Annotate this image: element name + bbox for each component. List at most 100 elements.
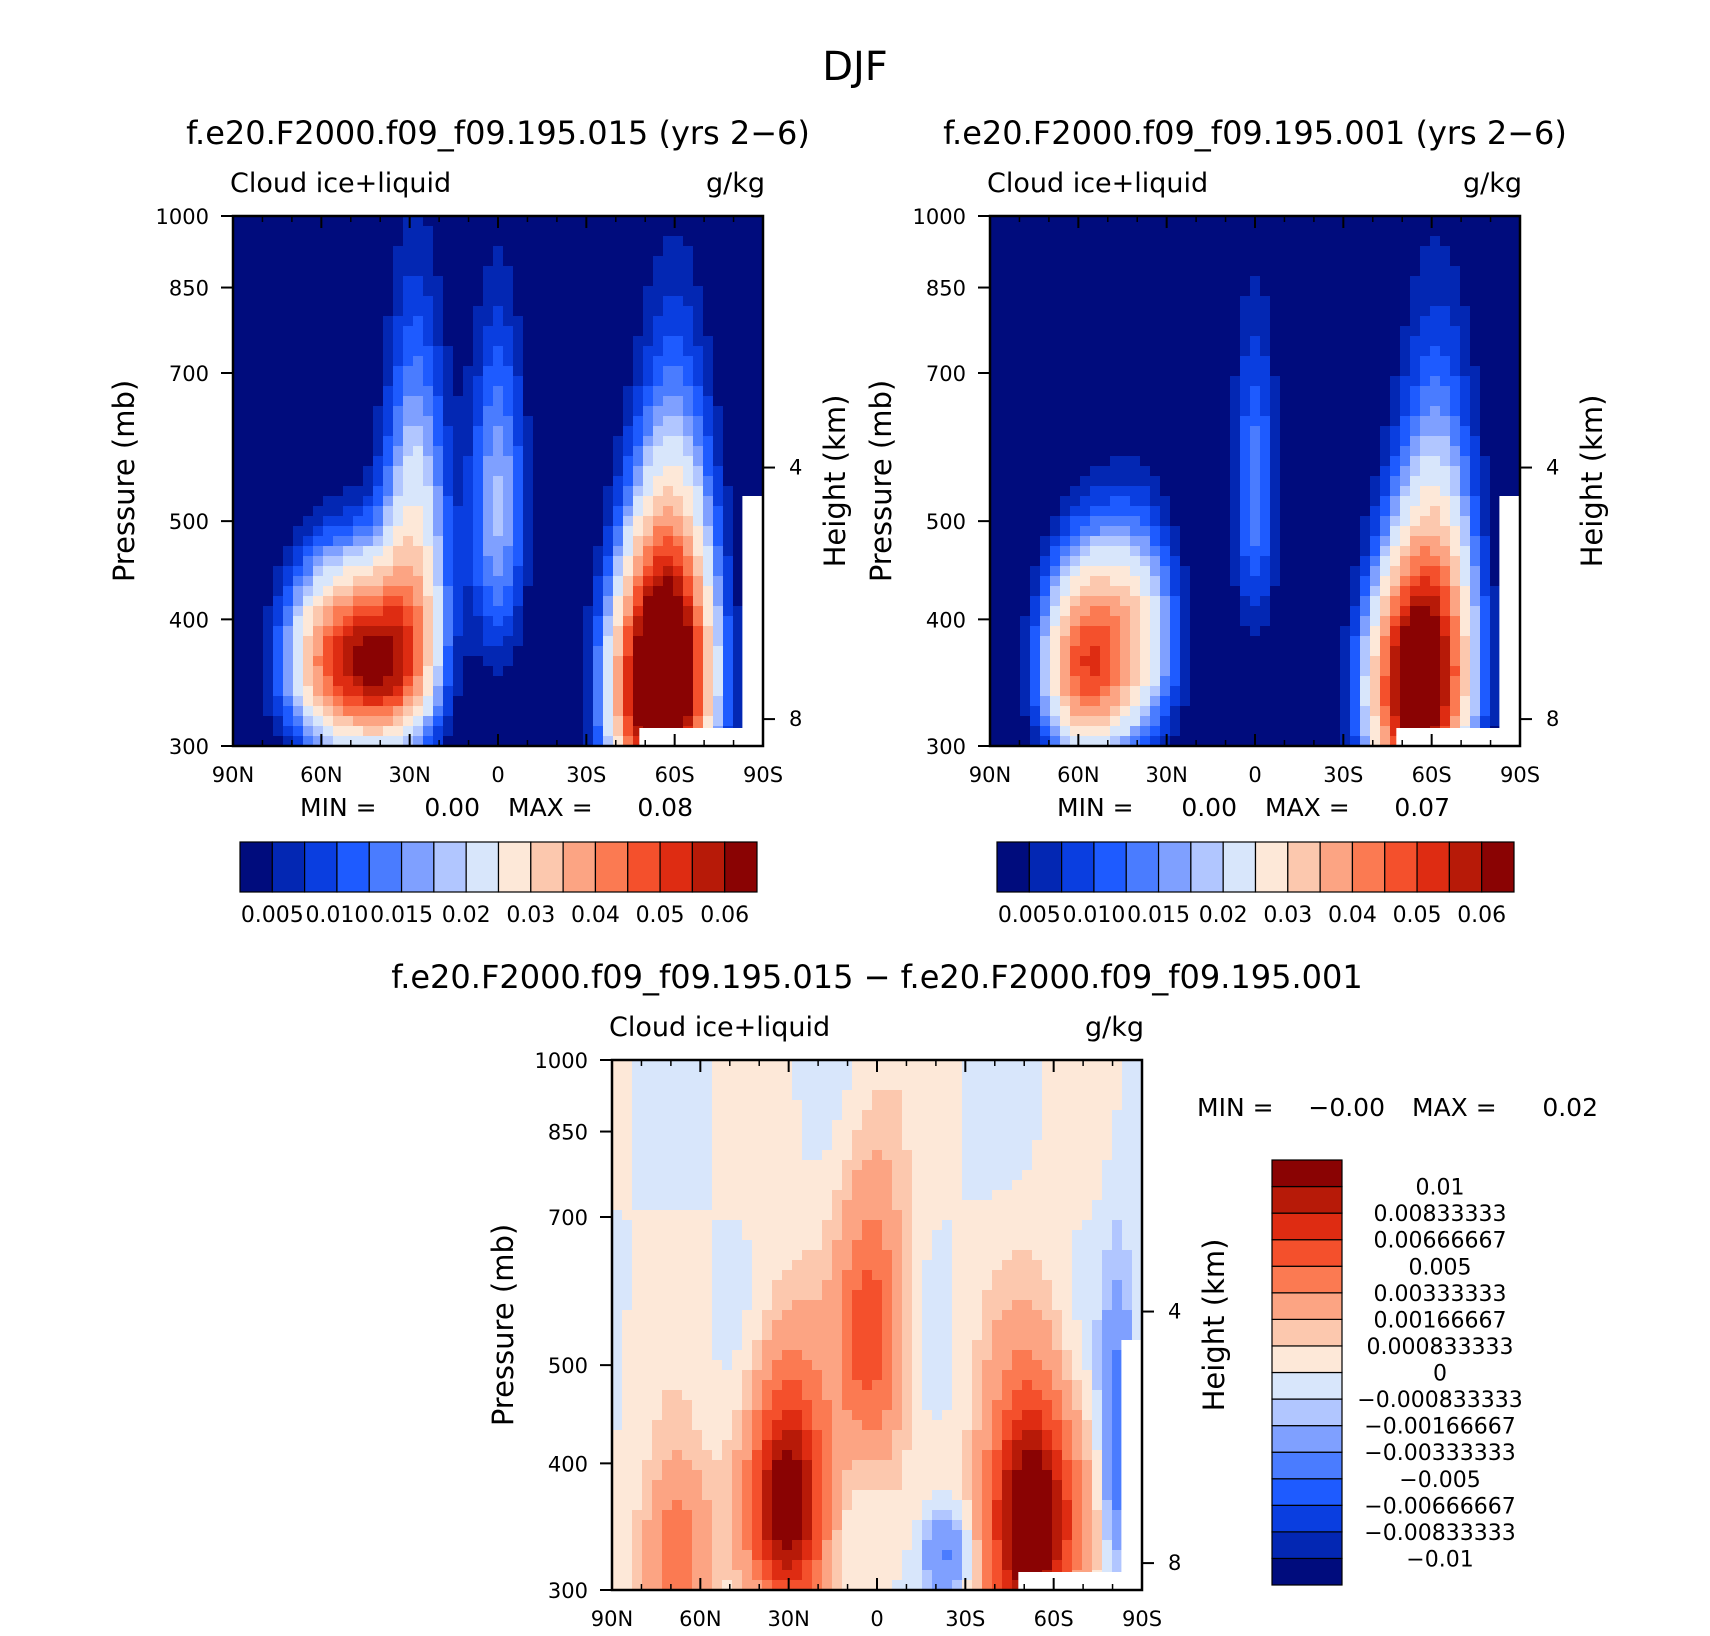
contour-cell (1280, 246, 1291, 257)
contour-cell (393, 556, 404, 567)
contour-cell (323, 346, 334, 357)
contour-cell (403, 576, 414, 587)
contour-cell (693, 586, 704, 597)
contour-cell (713, 636, 724, 647)
contour-cell (343, 456, 354, 467)
contour-cell (1230, 496, 1241, 507)
contour-cell (1120, 256, 1131, 267)
contour-cell (1170, 406, 1181, 417)
contour-cell (1160, 716, 1171, 727)
contour-cell (653, 246, 664, 257)
contour-cell (1340, 286, 1351, 297)
contour-cell (1060, 716, 1071, 727)
contour-cell (1080, 646, 1091, 657)
contour-cell (1070, 736, 1081, 746)
contour-cell (1290, 266, 1301, 277)
contour-cell (543, 726, 554, 737)
contour-cell (523, 436, 534, 447)
contour-cell (263, 516, 274, 527)
contour-cell (1300, 636, 1311, 647)
contour-cell (473, 586, 484, 597)
contour-cell (1020, 606, 1031, 617)
contour-cell (633, 476, 644, 487)
contour-cell (1160, 676, 1171, 687)
contour-cell (703, 696, 714, 707)
contour-cell (1100, 496, 1111, 507)
contour-cell (1340, 516, 1351, 527)
contour-cell (1270, 306, 1281, 317)
contour-cell (343, 226, 354, 237)
contour-cell (1130, 726, 1141, 737)
contour-cell (443, 686, 454, 697)
contour-cell (1080, 456, 1091, 467)
contour-cell (1340, 536, 1351, 547)
contour-cell (1060, 226, 1071, 237)
contour-cell (1010, 686, 1021, 697)
contour-cell (233, 306, 244, 317)
contour-cell (1110, 666, 1121, 677)
contour-cell (233, 726, 244, 737)
contour-cell (1350, 356, 1361, 367)
contour-cell (1050, 226, 1061, 237)
contour-cell (1090, 386, 1101, 397)
contour-cell (1180, 616, 1191, 627)
contour-cell (633, 706, 644, 717)
contour-cell (1240, 726, 1251, 737)
contour-cell (753, 216, 763, 227)
contour-cell (1230, 326, 1241, 337)
contour-cell (1120, 236, 1131, 247)
contour-cell (1090, 286, 1101, 297)
contour-cell (1310, 346, 1321, 357)
contour-cell (1240, 696, 1251, 707)
contour-cell (313, 276, 324, 287)
contour-cell (1000, 666, 1011, 677)
contour-cell (693, 516, 704, 527)
contour-cell (1120, 446, 1131, 457)
contour-cell (563, 726, 574, 737)
contour-cell (713, 496, 724, 507)
contour-cell (1120, 336, 1131, 347)
contour-cell (453, 406, 464, 417)
contour-cell (1110, 496, 1121, 507)
contour-cell (273, 516, 284, 527)
min-value: 0.00 (424, 793, 480, 822)
contour-cell (1210, 456, 1221, 467)
contour-cell (463, 576, 474, 587)
contour-cell (513, 536, 524, 547)
contour-cell (263, 596, 274, 607)
contour-cell (403, 596, 414, 607)
contour-cell (343, 506, 354, 517)
contour-cell (383, 246, 394, 257)
contour-cell (1170, 536, 1181, 547)
contour-cell (1070, 676, 1081, 687)
contour-cell (1310, 636, 1321, 647)
contour-cell (1180, 716, 1191, 727)
contour-cell (1000, 636, 1011, 647)
contour-cell (1090, 246, 1101, 257)
contour-cell (423, 516, 434, 527)
contour-cell (1150, 606, 1161, 617)
contour-cell (663, 666, 674, 677)
contour-cell (1370, 456, 1381, 467)
contour-cell (1330, 466, 1341, 477)
contour-cell (523, 426, 534, 437)
contour-cell (1290, 246, 1301, 257)
contour-cell (1280, 496, 1291, 507)
contour-cell (1100, 486, 1111, 497)
contour-cell (633, 376, 644, 387)
contour-cell (613, 716, 624, 727)
contour-cell (1310, 706, 1321, 717)
contour-cell (1100, 586, 1111, 597)
contour-cell (1040, 676, 1051, 687)
contour-cell (1090, 636, 1101, 647)
contour-cell (633, 636, 644, 647)
contour-cell (1270, 546, 1281, 557)
contour-cell (553, 326, 564, 337)
contour-cell (523, 656, 534, 667)
contour-cell (1380, 276, 1391, 287)
contour-cell (483, 416, 494, 427)
contour-cell (1310, 666, 1321, 677)
contour-cell (233, 596, 244, 607)
contour-cell (1200, 506, 1211, 517)
contour-cell (683, 226, 694, 237)
